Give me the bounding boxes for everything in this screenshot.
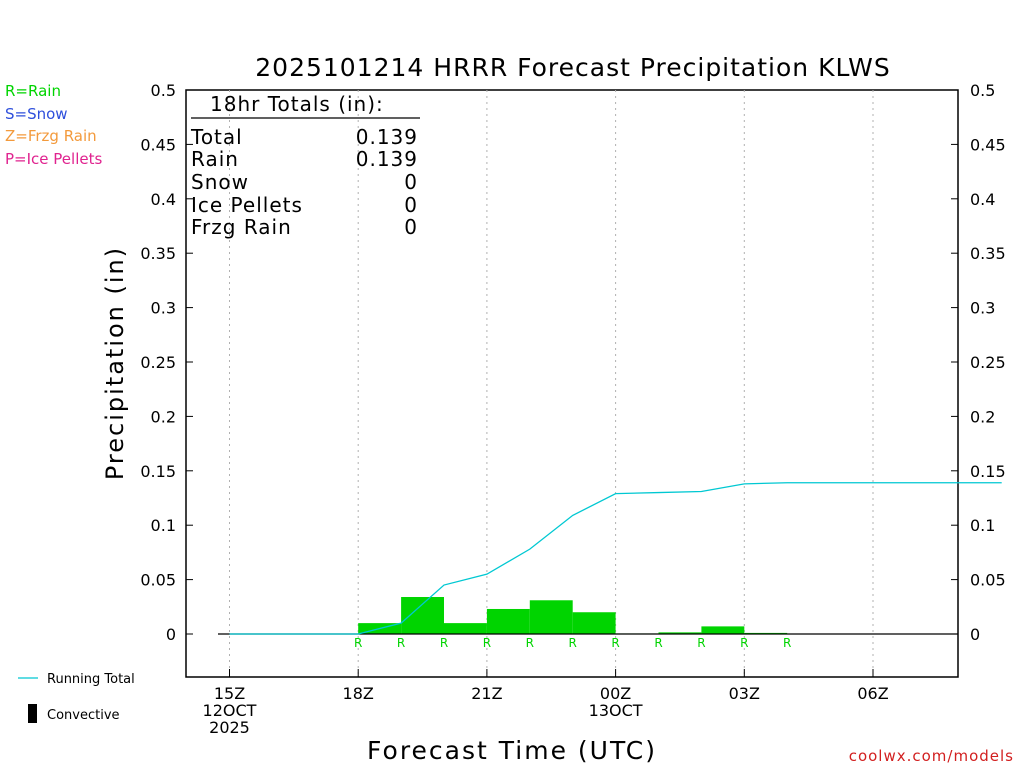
x-tick-label: 03Z [729, 684, 760, 703]
legend-ice-pellets: P=Ice Pellets [5, 150, 102, 168]
y-tick-label-right: 0.05 [970, 571, 1006, 590]
y-tick-label-left: 0.35 [140, 244, 176, 263]
source-credit: coolwx.com/models [849, 747, 1014, 765]
y-tick-label-right: 0.2 [970, 407, 995, 426]
precip-type-marker: R [483, 636, 491, 650]
convective-legend-swatch [28, 704, 37, 723]
y-tick-label-right: 0.35 [970, 244, 1006, 263]
y-tick-label-left: 0 [166, 625, 176, 644]
totals-frzg-rain-label: Frzg Rain [191, 215, 292, 239]
y-tick-label-left: 0.15 [140, 462, 176, 481]
y-tick-label-left: 0.1 [151, 516, 176, 535]
y-tick-label-left: 0.45 [140, 135, 176, 154]
y-tick-label-right: 0.15 [970, 462, 1006, 481]
precip-bar [444, 623, 487, 634]
precip-type-marker: R [354, 636, 362, 650]
precip-type-marker: R [783, 636, 791, 650]
precip-type-marker: R [440, 636, 448, 650]
running-total-line [229, 482, 1002, 635]
y-tick-label-left: 0.2 [151, 407, 176, 426]
x-tick-label: 06Z [857, 684, 888, 703]
convective-legend-label: Convective [47, 708, 120, 723]
totals-header: 18hr Totals (in): [210, 92, 384, 116]
totals-rain-label: Rain [191, 147, 239, 171]
y-tick-label-left: 0.3 [151, 299, 176, 318]
precip-bar [486, 608, 530, 634]
running-total-legend-label: Running Total [47, 672, 135, 687]
y-tick-label-left: 0.05 [140, 571, 176, 590]
x-tick-label: 18Z [343, 684, 374, 703]
precip-bar [529, 600, 573, 634]
x-tick-label: 12OCT [203, 701, 257, 720]
y-tick-label-left: 0.4 [151, 190, 176, 209]
y-tick-label-left: 0.5 [151, 81, 176, 100]
y-tick-label-right: 0.45 [970, 135, 1006, 154]
precip-bar [701, 626, 745, 634]
precip-bar [401, 597, 444, 634]
totals-total-label: Total [190, 125, 243, 149]
precip-type-marker: R [654, 636, 662, 650]
y-tick-label-right: 0.4 [970, 190, 995, 209]
y-tick-label-right: 0.25 [970, 353, 1006, 372]
totals-ice-pellets-label: Ice Pellets [191, 193, 303, 217]
x-tick-label: 13OCT [589, 701, 643, 720]
precip-type-marker: R [569, 636, 577, 650]
y-axis-ticks: 0 00.05 0.050.1 0.10.15 0.150.2 0.20.25 0.250.… [140, 81, 1005, 644]
y-tick-label-right: 0.1 [970, 516, 995, 535]
totals-frzg-rain-value: 0 [404, 215, 418, 239]
legend-frzg-rain: Z=Frzg Rain [5, 127, 97, 145]
x-tick-label: 15Z [214, 684, 245, 703]
y-tick-label-right: 0 [970, 625, 980, 644]
plot-frame [185, 89, 959, 678]
x-tick-label: 21Z [471, 684, 502, 703]
y-tick-label-right: 0.3 [970, 299, 995, 318]
totals-box: 18hr Totals (in): Total 0.139 Rain 0.139… [190, 92, 420, 239]
precip-bar [658, 632, 702, 634]
precip-type-marker: R [697, 636, 705, 650]
precip-type-marker: R [740, 636, 748, 650]
x-tick-label: 00Z [600, 684, 631, 703]
precip-type-marker: R [397, 636, 405, 650]
y-tick-label-right: 0.5 [970, 81, 995, 100]
totals-ice-pellets-value: 0 [404, 193, 418, 217]
totals-snow-label: Snow [191, 170, 249, 194]
x-axis-title: Forecast Time (UTC) [367, 736, 657, 765]
y-axis-title: Precipitation (in) [101, 246, 129, 480]
totals-snow-value: 0 [404, 170, 418, 194]
precip-type-marker: R [611, 636, 619, 650]
precip-type-marker: R [526, 636, 534, 650]
y-tick-label-left: 0.25 [140, 353, 176, 372]
totals-rain-value: 0.139 [356, 147, 418, 171]
grid-layer [229, 90, 874, 677]
chart-title: 2025101214 HRRR Forecast Precipitation K… [255, 53, 890, 82]
totals-total-value: 0.139 [356, 125, 418, 149]
precip-bar [572, 612, 616, 634]
running-total-layer [229, 482, 1002, 635]
x-tick-label: 2025 [209, 718, 250, 737]
legend-rain: R=Rain [5, 82, 61, 100]
legend-snow: S=Snow [5, 105, 68, 123]
bars-layer [358, 597, 788, 634]
